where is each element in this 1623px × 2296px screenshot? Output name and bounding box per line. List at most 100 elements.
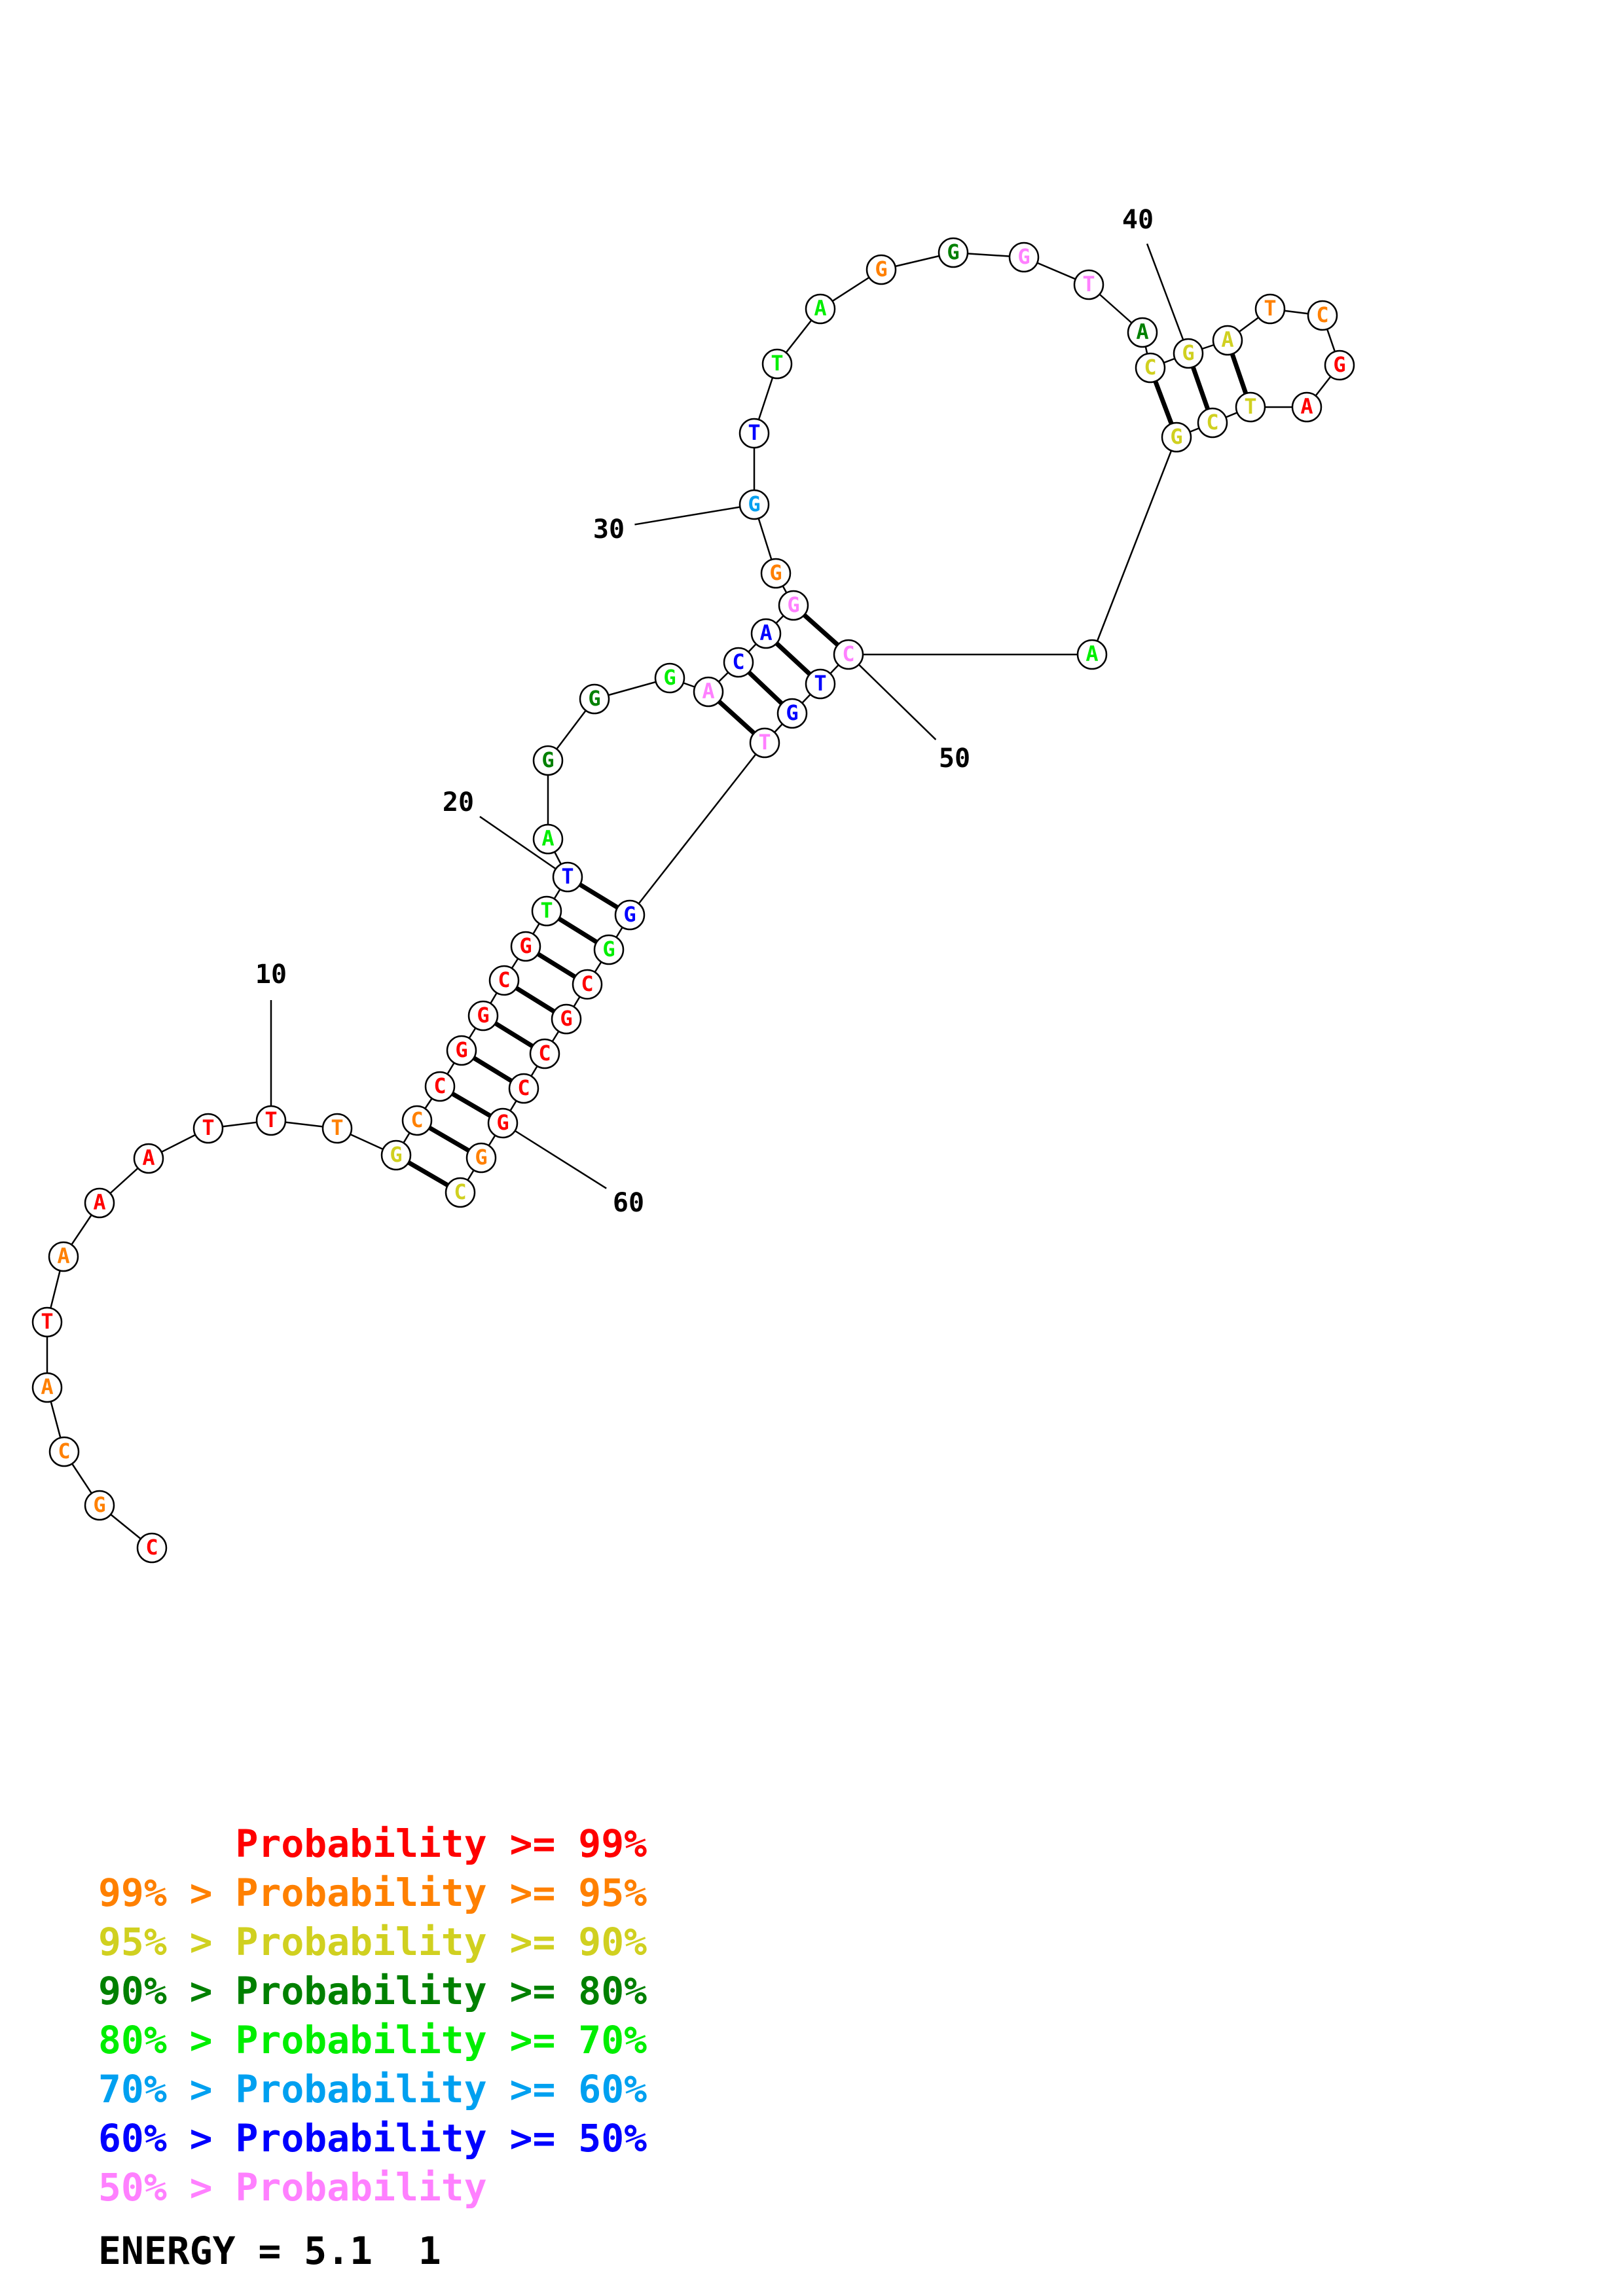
nucleotide: T bbox=[739, 418, 770, 449]
nucleotide-letter: C bbox=[58, 1439, 70, 1463]
position-label-line bbox=[479, 816, 568, 878]
nucleotide-letter: G bbox=[1170, 424, 1182, 449]
nucleotide: G bbox=[487, 1107, 519, 1139]
nucleotide: G bbox=[739, 489, 770, 520]
nucleotide-letter: T bbox=[1264, 296, 1276, 321]
legend-row: 95% > Probability >= 90% bbox=[98, 1920, 647, 1964]
nucleotide-circle bbox=[1135, 352, 1166, 384]
nucleotide-letter: G bbox=[93, 1492, 105, 1517]
nucleotide: C bbox=[833, 639, 864, 670]
nucleotide-circle bbox=[1161, 422, 1192, 453]
nucleotide: C bbox=[572, 969, 603, 1000]
nucleotide-circle bbox=[833, 639, 864, 670]
nucleotide-letter: T bbox=[331, 1115, 343, 1140]
nucleotide-letter: A bbox=[1085, 641, 1098, 666]
nucleotide-circle bbox=[761, 348, 793, 380]
nucleotide-circle bbox=[84, 1490, 115, 1521]
backbone-segment bbox=[1091, 437, 1178, 655]
nucleotide-letter: A bbox=[93, 1190, 105, 1215]
nucleotide-circle bbox=[1324, 350, 1355, 381]
nucleotide-letter: G bbox=[623, 902, 636, 927]
nucleotide-letter: G bbox=[541, 747, 554, 772]
nucleotide: G bbox=[551, 1003, 582, 1035]
nucleotide-circle bbox=[750, 618, 782, 649]
nucleotide: C bbox=[508, 1073, 539, 1104]
nucleotide-circle bbox=[380, 1139, 412, 1171]
nucleotide-circle bbox=[1212, 325, 1243, 356]
nucleotide: T bbox=[531, 895, 562, 927]
nucleotide-circle bbox=[1076, 639, 1108, 670]
nucleotide-letter: C bbox=[454, 1179, 466, 1204]
nucleotide: T bbox=[31, 1306, 63, 1338]
nucleotide: A bbox=[750, 618, 782, 649]
nucleotide-circle bbox=[487, 1107, 519, 1139]
nucleotide-letter: T bbox=[540, 898, 553, 923]
nucleotide: A bbox=[48, 1241, 79, 1272]
nucleotide: C bbox=[445, 1177, 476, 1208]
nucleotide-circle bbox=[467, 1000, 499, 1031]
nucleotide: C bbox=[1197, 407, 1228, 439]
nucleotide-letter: T bbox=[264, 1107, 277, 1132]
nucleotide-circle bbox=[529, 1038, 560, 1069]
nucleotide: C bbox=[723, 647, 754, 678]
nucleotide-circle bbox=[31, 1372, 63, 1403]
nucleotide: G bbox=[776, 698, 808, 729]
nucleotide: G bbox=[778, 590, 809, 621]
nucleotide: G bbox=[1008, 242, 1040, 273]
nucleotide: C bbox=[1135, 352, 1166, 384]
nucleotide-letter: C bbox=[145, 1535, 158, 1560]
nucleotide-letter: A bbox=[1221, 327, 1233, 352]
nucleotide: A bbox=[133, 1143, 164, 1174]
nucleotide-letter: C bbox=[732, 649, 744, 674]
nucleotide-letter: A bbox=[759, 620, 772, 645]
backbone-lines bbox=[46, 251, 1341, 1549]
legend-row: 99% > Probability >= 95% bbox=[98, 1871, 647, 1915]
nucleotide-circle bbox=[778, 590, 809, 621]
nucleotide-letter: G bbox=[1017, 244, 1030, 269]
nucleotide-circle bbox=[488, 965, 520, 996]
nucleotide: A bbox=[84, 1187, 115, 1219]
nucleotide-circle bbox=[321, 1113, 353, 1144]
nucleotide: C bbox=[424, 1071, 456, 1102]
nucleotide-circle bbox=[572, 969, 603, 1000]
nucleotide-letter: T bbox=[41, 1309, 53, 1334]
nucleotide: T bbox=[321, 1113, 353, 1144]
nucleotide: G bbox=[380, 1139, 412, 1171]
nucleotide-letter: C bbox=[433, 1073, 446, 1098]
nucleotide: G bbox=[760, 558, 792, 589]
nucleotide-circle bbox=[614, 899, 646, 931]
backbone-segment bbox=[629, 742, 765, 916]
legend-row: 50% > Probability bbox=[98, 2165, 487, 2210]
nucleotide: G bbox=[938, 237, 969, 268]
nucleotide-letter: T bbox=[1244, 394, 1256, 419]
nucleotide-letter: A bbox=[1300, 394, 1313, 419]
nucleotide-circle bbox=[1307, 300, 1338, 331]
nucleotide-circle bbox=[593, 934, 625, 965]
nucleotide: T bbox=[749, 727, 780, 759]
nucleotide-circle bbox=[424, 1071, 456, 1102]
nucleotide: G bbox=[593, 934, 625, 965]
nucleotide-letter: T bbox=[814, 671, 826, 696]
nucleotide-letter: C bbox=[498, 967, 510, 992]
nucleotide: A bbox=[693, 676, 724, 708]
nucleotide-circle bbox=[510, 931, 541, 962]
nucleotide-letter: G bbox=[947, 240, 959, 264]
nucleotide-circle bbox=[31, 1306, 63, 1338]
nucleotide-letter: G bbox=[748, 492, 760, 516]
nucleotide-letter: T bbox=[758, 730, 771, 755]
nucleotide-letter: T bbox=[561, 864, 574, 889]
nucleotide-letter: G bbox=[663, 665, 676, 690]
nucleotide: T bbox=[255, 1105, 287, 1136]
nucleotide-circle bbox=[693, 676, 724, 708]
nucleotide: T bbox=[805, 668, 836, 700]
nucleotide: G bbox=[1161, 422, 1192, 453]
nucleotide: C bbox=[488, 965, 520, 996]
nucleotide-circle bbox=[760, 558, 792, 589]
nucleotide-circle bbox=[1173, 338, 1204, 369]
nucleotide-letter: A bbox=[57, 1244, 69, 1268]
nucleotide-circle bbox=[446, 1035, 477, 1066]
nucleotide-circle bbox=[465, 1142, 497, 1174]
nucleotide: A bbox=[1127, 317, 1158, 348]
